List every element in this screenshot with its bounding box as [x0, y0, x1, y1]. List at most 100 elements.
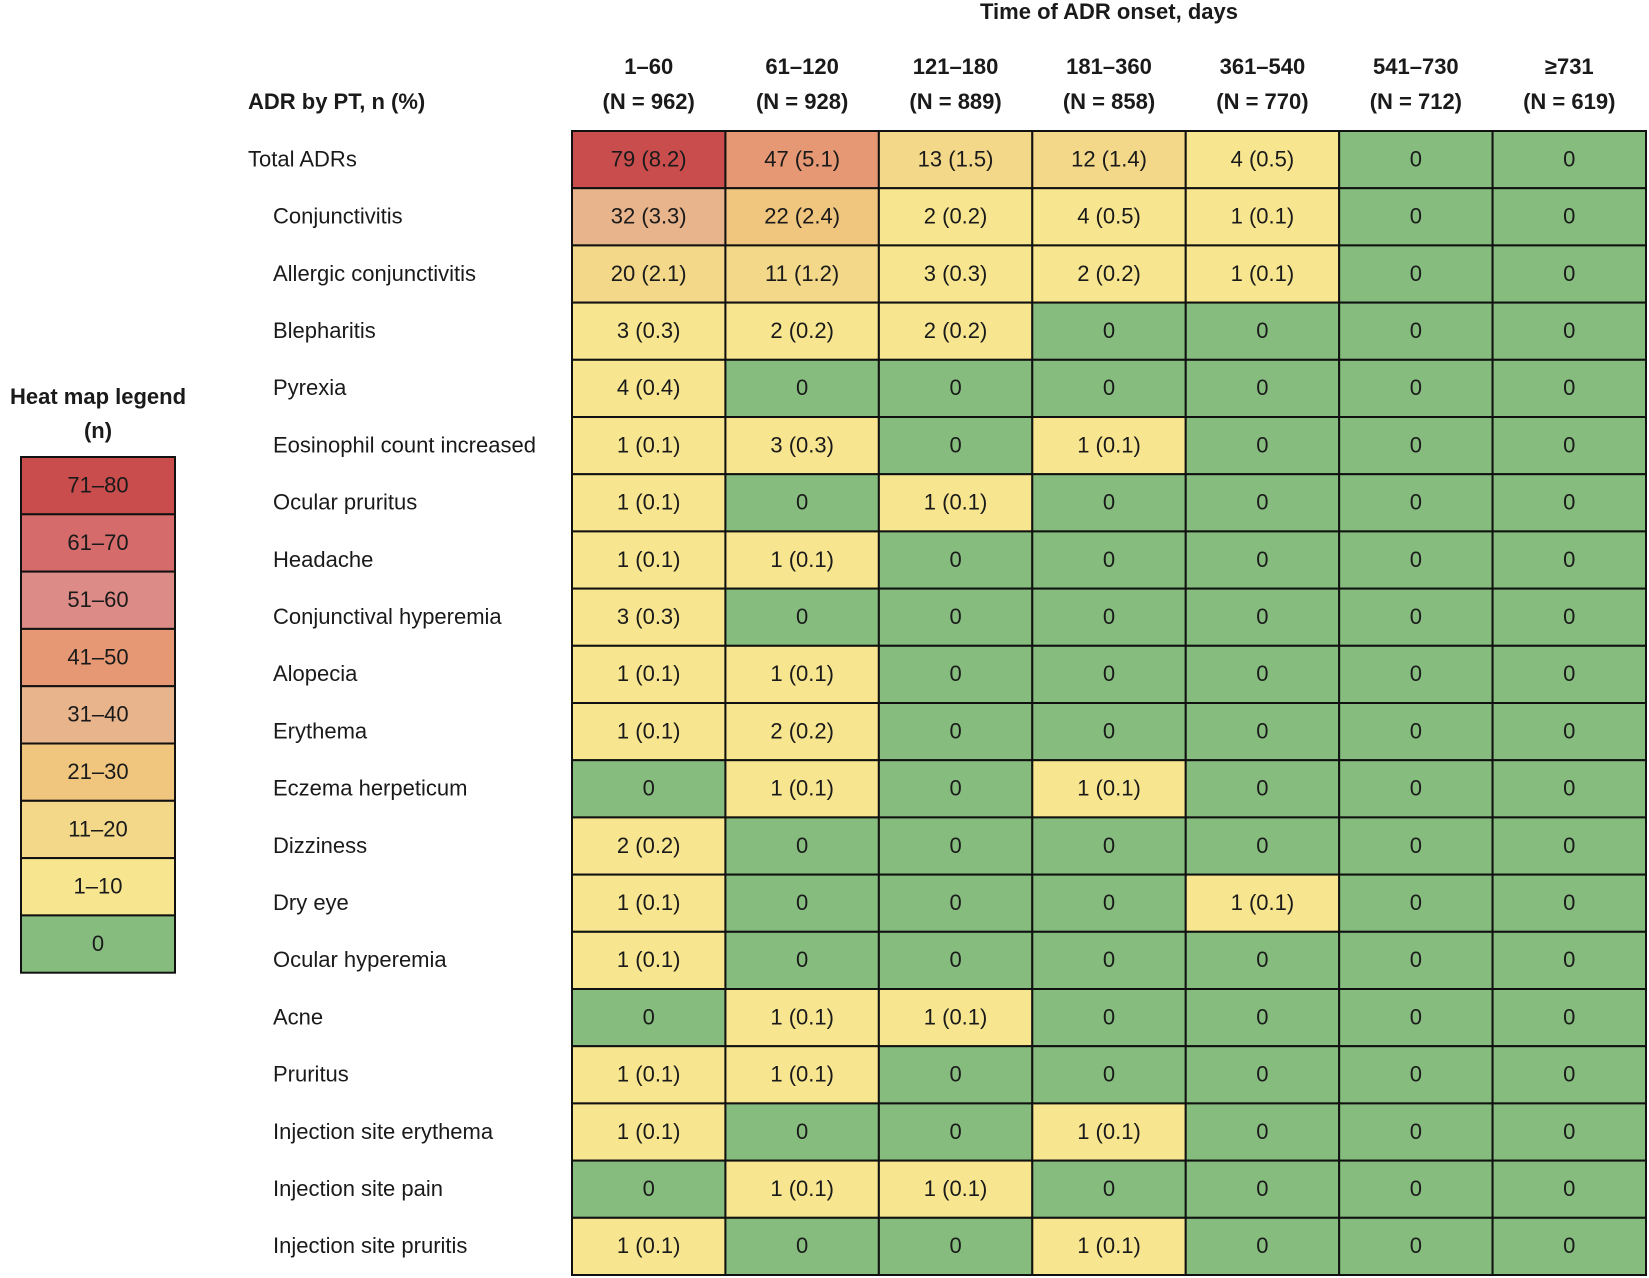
heatmap-cell: [1338, 301, 1494, 361]
column-headers: Time of ADR onset, days 1–60 (N = 962) 61–1…: [603, 0, 1616, 114]
heatmap-cell: [1491, 816, 1647, 876]
column-header-n: (N = 858): [1063, 89, 1155, 114]
row-label: Headache: [273, 547, 373, 572]
cell-value: 2 (0.2): [770, 318, 834, 343]
cell-value: 0: [1563, 1062, 1575, 1087]
cell-value: 0: [796, 947, 808, 972]
heatmap-cell: [571, 1216, 727, 1277]
cell-value: 1 (0.1): [1077, 1119, 1141, 1144]
cell-value: 0: [1256, 318, 1268, 343]
heatmap-cell: [571, 816, 727, 876]
heatmap-cell: [1184, 187, 1341, 247]
heatmap-cell: [1491, 244, 1647, 304]
legend-swatch: [20, 685, 176, 745]
cell-value: 0: [1256, 1004, 1268, 1029]
cell-value: 1 (0.1): [1077, 776, 1141, 801]
cell-value: 1 (0.1): [770, 1004, 834, 1029]
heatmap-cell: [571, 530, 727, 590]
cell-value: 0: [949, 661, 961, 686]
heatmap-cell: [1338, 1045, 1494, 1105]
cell-value: 0: [1563, 432, 1575, 457]
cell-value: 0: [796, 1233, 808, 1258]
heatmap-cell: [1491, 473, 1647, 533]
column-header-n: (N = 619): [1523, 89, 1615, 114]
heatmap-cell: [1491, 930, 1647, 990]
cell-value: 1 (0.1): [770, 776, 834, 801]
row-label: Pyrexia: [273, 375, 347, 400]
cell-value: 0: [1563, 318, 1575, 343]
heatmap-cell: [1031, 244, 1187, 304]
cell-value: 0: [1563, 1119, 1575, 1144]
heatmap-cell: [1491, 873, 1647, 933]
column-header-n: (N = 712): [1370, 89, 1462, 114]
heatmap-cell: [877, 244, 1034, 304]
heatmap-cell: [1338, 473, 1494, 533]
cell-value: 3 (0.3): [770, 432, 834, 457]
cell-value: 0: [1563, 776, 1575, 801]
column-header-range: 541–730: [1373, 54, 1459, 79]
heatmap-cell: [1184, 416, 1341, 476]
heatmap-cell: [571, 1102, 727, 1162]
heatmap-cell: [1491, 644, 1647, 704]
legend-swatch: [20, 570, 176, 630]
heatmap-cell: [1184, 873, 1341, 933]
cell-value: 0: [1410, 375, 1422, 400]
heatmap-cell: [724, 1102, 880, 1162]
cell-value: 0: [1410, 661, 1422, 686]
heatmap-cell: [1184, 930, 1341, 990]
cell-value: 0: [1410, 604, 1422, 629]
heatmap-cell: [1184, 816, 1341, 876]
heatmap-cell: [724, 988, 880, 1048]
cell-value: 3 (0.3): [617, 604, 681, 629]
cell-value: 0: [1103, 718, 1115, 743]
cell-value: 0: [949, 718, 961, 743]
heatmap-cell: [877, 988, 1034, 1048]
cell-value: 1 (0.1): [924, 1176, 988, 1201]
cell-value: 0: [1256, 1062, 1268, 1087]
heatmap-cell: [1184, 988, 1341, 1048]
heatmap-cell: [1031, 1102, 1187, 1162]
cell-value: 13 (1.5): [918, 146, 994, 171]
heatmap-cell: [1491, 530, 1647, 590]
cell-value: 0: [1103, 1004, 1115, 1029]
cell-value: 0: [1103, 1062, 1115, 1087]
cell-value: 0: [643, 1004, 655, 1029]
cell-value: 0: [1256, 432, 1268, 457]
heatmap-cell: [571, 358, 727, 418]
cell-value: 1 (0.1): [617, 718, 681, 743]
heatmap-cell: [724, 930, 880, 990]
cell-value: 0: [796, 375, 808, 400]
heatmap-cell: [1491, 187, 1647, 247]
cell-value: 1 (0.1): [1077, 1233, 1141, 1258]
heatmap-cell: [1338, 873, 1494, 933]
heatmap-cell: [1338, 930, 1494, 990]
row-label: Injection site pain: [273, 1176, 443, 1201]
cell-value: 12 (1.4): [1071, 146, 1147, 171]
cell-value: 0: [1563, 1004, 1575, 1029]
heatmap-cell: [571, 187, 727, 247]
cell-value: 0: [796, 490, 808, 515]
column-header-range: 1–60: [624, 54, 673, 79]
column-header-range: ≥731: [1545, 54, 1594, 79]
cell-value: 0: [1563, 890, 1575, 915]
row-label: Injection site pruritis: [273, 1233, 467, 1258]
cell-value: 0: [1410, 1176, 1422, 1201]
cell-value: 0: [1563, 1233, 1575, 1258]
cell-value: 1 (0.1): [770, 1176, 834, 1201]
row-label: Dizziness: [273, 833, 367, 858]
cell-value: 1 (0.1): [1231, 261, 1295, 286]
legend-swatch: [20, 857, 176, 917]
cell-value: 0: [1563, 1176, 1575, 1201]
heatmap-legend: Heat map legend (n) 71–80 61–70 51–60 41–50 31…: [10, 384, 186, 974]
column-header-n: (N = 962): [603, 89, 695, 114]
heatmap-cell: [1491, 301, 1647, 361]
heatmap-cell: [1031, 816, 1187, 876]
cell-value: 0: [796, 604, 808, 629]
cell-value: 0: [1256, 490, 1268, 515]
heatmap-cell: [571, 930, 727, 990]
cell-value: 0: [949, 547, 961, 572]
cell-value: 1 (0.1): [770, 1062, 834, 1087]
heatmap-cell: [1031, 1045, 1187, 1105]
heatmap-cell: [877, 358, 1034, 418]
heatmap-cell: [1184, 702, 1341, 762]
